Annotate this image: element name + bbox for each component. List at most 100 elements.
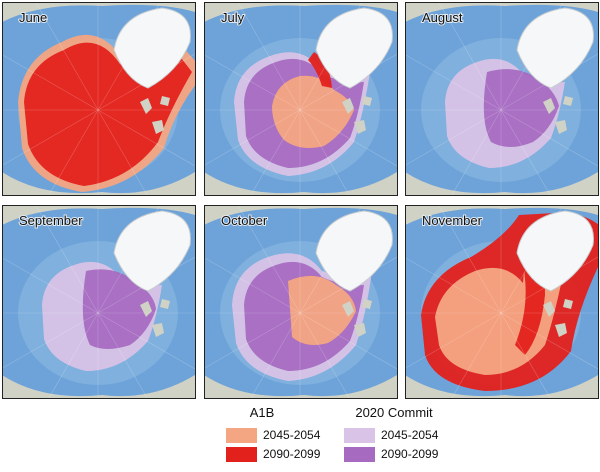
archipelago bbox=[342, 96, 372, 134]
graticule bbox=[438, 205, 502, 314]
archipelago bbox=[342, 299, 372, 337]
legend-title: 2020 Commit bbox=[355, 405, 433, 420]
graticule bbox=[2, 109, 99, 166]
panel-label: October bbox=[221, 213, 268, 228]
legend-label: 2090-2099 bbox=[263, 447, 321, 461]
graticule bbox=[204, 109, 301, 166]
graticule bbox=[500, 2, 564, 111]
panel-label: September bbox=[19, 213, 83, 228]
greenland bbox=[113, 210, 191, 292]
map-panel: June bbox=[2, 2, 196, 196]
panel-label: June bbox=[19, 10, 47, 25]
archipelago bbox=[543, 96, 573, 134]
map-panel: July bbox=[204, 2, 398, 196]
legend-label: 2090-2099 bbox=[381, 447, 439, 461]
graticule bbox=[500, 312, 598, 370]
graticule bbox=[97, 205, 161, 314]
graticule bbox=[299, 109, 397, 167]
graticule bbox=[299, 2, 363, 111]
graticule bbox=[97, 312, 148, 398]
graticule bbox=[500, 109, 551, 195]
graticule bbox=[451, 312, 502, 398]
graticule bbox=[2, 312, 99, 369]
ice-extent bbox=[308, 52, 332, 88]
panel-border bbox=[2, 2, 196, 196]
panel-grid: June July August September October November bbox=[2, 2, 599, 399]
map bbox=[2, 2, 195, 195]
archipelago bbox=[140, 96, 170, 134]
graticule bbox=[299, 312, 350, 398]
graticule bbox=[405, 54, 502, 111]
graticule bbox=[500, 53, 598, 111]
legend-title: A1B bbox=[250, 405, 275, 420]
panel-border bbox=[204, 205, 398, 399]
legend-swatch bbox=[344, 447, 375, 462]
panel-label: August bbox=[422, 10, 463, 25]
map bbox=[405, 2, 598, 195]
archipelago bbox=[543, 299, 573, 337]
legend-swatch bbox=[226, 447, 257, 462]
graticule bbox=[299, 256, 397, 314]
graticule bbox=[405, 312, 502, 369]
ice-extent bbox=[82, 269, 156, 349]
panel-border bbox=[204, 2, 398, 196]
legend-swatch bbox=[226, 428, 257, 443]
map bbox=[204, 2, 397, 195]
legend-label: 2045-2054 bbox=[263, 428, 321, 442]
graticule bbox=[250, 109, 301, 195]
graticule bbox=[299, 312, 397, 370]
graticule bbox=[237, 205, 301, 314]
graticule bbox=[500, 109, 598, 167]
legend-swatch bbox=[344, 428, 375, 443]
ice-extent bbox=[288, 275, 356, 345]
graticule bbox=[204, 54, 301, 111]
panel-border bbox=[405, 205, 599, 399]
map bbox=[2, 205, 195, 398]
greenland bbox=[113, 7, 191, 89]
graticule bbox=[500, 205, 564, 314]
graticule bbox=[48, 312, 99, 398]
graticule bbox=[237, 2, 301, 111]
legend: A1B 2045-2054 2090-2099 2020 Commit 2045-205… bbox=[226, 405, 439, 462]
map-panel: November bbox=[405, 205, 599, 399]
greenland bbox=[516, 7, 594, 89]
greenland bbox=[516, 210, 594, 292]
greenland bbox=[315, 210, 393, 292]
graticule bbox=[299, 109, 350, 195]
graticule bbox=[405, 109, 502, 166]
map-panel: August bbox=[405, 2, 599, 196]
archipelago bbox=[140, 299, 170, 337]
map bbox=[204, 205, 397, 398]
graticule bbox=[97, 2, 161, 111]
graticule bbox=[2, 54, 99, 111]
panel-label: November bbox=[422, 213, 483, 228]
greenland bbox=[315, 7, 393, 89]
graticule bbox=[500, 256, 598, 314]
graticule bbox=[48, 109, 99, 195]
legend-label: 2045-2054 bbox=[381, 428, 439, 442]
graticule bbox=[35, 2, 99, 111]
graticule bbox=[204, 257, 301, 314]
map bbox=[405, 205, 598, 398]
panel-border bbox=[2, 205, 196, 399]
graticule bbox=[97, 109, 148, 195]
graticule bbox=[438, 2, 502, 111]
panel-label: July bbox=[221, 10, 245, 25]
graticule bbox=[97, 256, 195, 314]
graticule bbox=[35, 205, 99, 314]
graticule bbox=[299, 53, 397, 111]
graticule bbox=[2, 257, 99, 314]
graticule bbox=[204, 312, 301, 369]
panel-border bbox=[405, 2, 599, 196]
graticule bbox=[500, 312, 551, 398]
graticule bbox=[250, 312, 301, 398]
graticule bbox=[97, 109, 195, 167]
map-panel: September bbox=[2, 205, 196, 399]
map-panel: October bbox=[204, 205, 398, 399]
ice-extent bbox=[272, 75, 354, 148]
graticule bbox=[405, 257, 502, 314]
graticule bbox=[97, 312, 195, 370]
graticule bbox=[299, 205, 363, 314]
graticule bbox=[97, 53, 195, 111]
